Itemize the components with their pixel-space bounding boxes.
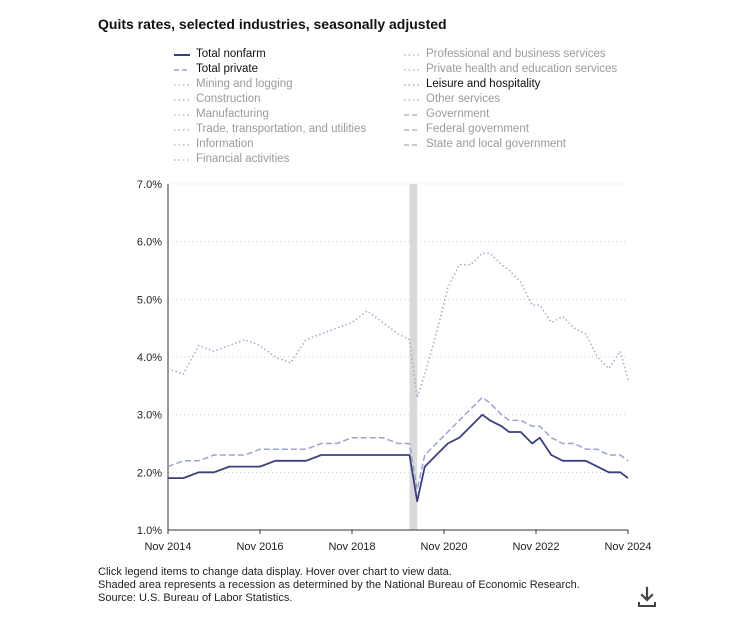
- x-tick-label: Nov 2022: [512, 541, 559, 553]
- legend-item-total-private[interactable]: Total private: [174, 62, 366, 77]
- legend-label: Mining and logging: [196, 78, 293, 90]
- legend-item-other-services[interactable]: Other services: [404, 92, 617, 107]
- y-tick-label: 2.0%: [137, 467, 162, 479]
- legend-label: Manufacturing: [196, 108, 269, 120]
- legend-item-federal-government[interactable]: Federal government: [404, 122, 617, 137]
- series-line-total-private: [167, 396, 629, 491]
- legend-label: Leisure and hospitality: [426, 78, 541, 90]
- y-tick-label: 5.0%: [137, 294, 162, 306]
- legend-label: Total nonfarm: [196, 48, 266, 60]
- y-tick-label: 1.0%: [137, 525, 162, 537]
- recession-shading: [409, 184, 418, 530]
- legend-swatch: [404, 137, 420, 152]
- legend-item-professional-and-business-services[interactable]: Professional and business services: [404, 47, 617, 62]
- x-tick-label: Nov 2018: [328, 541, 375, 553]
- legend-label: Trade, transportation, and utilities: [196, 123, 367, 135]
- y-tick-label: 6.0%: [137, 237, 162, 249]
- download-icon: [638, 586, 656, 607]
- legend-swatch: [404, 107, 420, 122]
- legend-label: Construction: [196, 93, 261, 105]
- y-tick-label: 3.0%: [137, 410, 162, 422]
- legend-label: Other services: [426, 93, 501, 105]
- legend-item-manufacturing[interactable]: Manufacturing: [174, 107, 366, 122]
- x-tick-label: Nov 2020: [420, 541, 467, 553]
- legend-swatch: [174, 62, 190, 77]
- note-recession: Shaded area represents a recession as de…: [98, 579, 580, 591]
- legend-swatch: [174, 47, 190, 62]
- legend-item-financial-activities[interactable]: Financial activities: [174, 152, 366, 167]
- legend-column-right: Professional and business services Privat…: [404, 47, 617, 152]
- series-line-leisure-and-hospitality: [167, 252, 629, 399]
- legend-label: Federal government: [426, 123, 529, 135]
- legend-column-left: Total nonfarm Total private Mining and log…: [174, 47, 366, 167]
- legend-item-government[interactable]: Government: [404, 107, 617, 122]
- note-source: Source: U.S. Bureau of Labor Statistics.: [98, 592, 293, 604]
- legend-label: Government: [426, 108, 490, 120]
- chart-title: Quits rates, selected industries, season…: [98, 16, 447, 32]
- legend-label: Professional and business services: [426, 48, 606, 60]
- x-tick-label: Nov 2024: [604, 541, 651, 553]
- legend-item-state-and-local-government[interactable]: State and local government: [404, 137, 617, 152]
- series-line-total-nonfarm: [168, 413, 629, 503]
- legend-label: Private health and education services: [426, 63, 618, 75]
- y-tick-label: 4.0%: [137, 352, 162, 364]
- legend-label: Total private: [196, 63, 259, 75]
- legend-item-total-nonfarm[interactable]: Total nonfarm: [174, 47, 366, 62]
- legend-swatch: [404, 122, 420, 137]
- legend-item-mining-and-logging[interactable]: Mining and logging: [174, 77, 366, 92]
- line-chart[interactable]: 1.0% 2.0% 3.0% 4.0% 5.0% 6.0% 7.0% Nov 2014 Nov …: [0, 0, 730, 560]
- legend-label: Financial activities: [196, 153, 290, 165]
- x-tick-label: Nov 2014: [144, 541, 191, 553]
- legend-label: State and local government: [426, 138, 567, 150]
- legend-label: Information: [196, 138, 254, 150]
- legend-item-trade-transportation-and-utilities[interactable]: Trade, transportation, and utilities: [174, 122, 366, 137]
- legend-item-construction[interactable]: Construction: [174, 92, 366, 107]
- x-tick-label: Nov 2016: [236, 541, 283, 553]
- y-tick-label: 7.0%: [137, 179, 162, 191]
- note-interaction: Click legend items to change data displa…: [98, 566, 452, 578]
- legend-item-private-health-and-education-services[interactable]: Private health and education services: [404, 62, 617, 77]
- legend-item-leisure-and-hospitality[interactable]: Leisure and hospitality: [404, 77, 617, 92]
- download-button[interactable]: [636, 586, 658, 608]
- legend-item-information[interactable]: Information: [174, 137, 366, 152]
- chart-notes: Click legend items to change data displa…: [98, 566, 580, 605]
